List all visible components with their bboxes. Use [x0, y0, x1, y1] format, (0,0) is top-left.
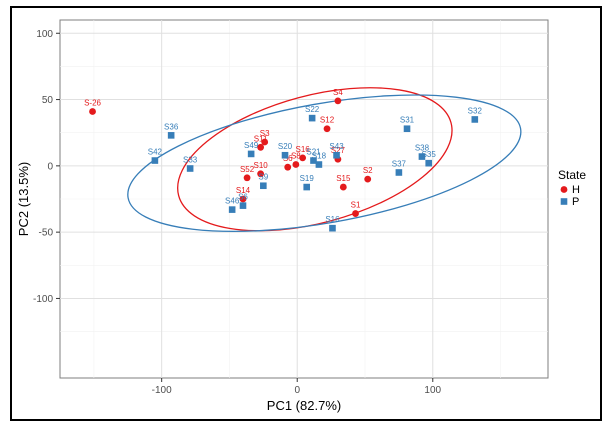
data-point-p	[186, 165, 194, 172]
point-label: S35	[422, 150, 437, 159]
data-point-h	[364, 175, 372, 183]
data-point-p	[303, 183, 311, 191]
data-point-h	[261, 138, 269, 146]
x-axis-title: PC1 (82.7%)	[267, 398, 341, 413]
point-label: S42	[148, 148, 163, 157]
point-label: S21	[306, 148, 321, 157]
point-label: S15	[336, 174, 351, 183]
data-point-p	[315, 161, 323, 168]
data-point-h	[257, 170, 265, 178]
legend-label-p: P	[572, 196, 579, 208]
point-label: S16	[296, 145, 311, 154]
legend-marker-p	[560, 198, 568, 205]
data-point-h	[257, 143, 265, 151]
data-point-h	[239, 195, 247, 203]
data-point-p	[471, 116, 479, 123]
data-point-h	[292, 161, 300, 168]
point-label: S19	[300, 174, 315, 183]
point-label: S43	[329, 142, 344, 151]
point-label: S52	[240, 165, 255, 174]
point-label: S11	[254, 134, 268, 143]
data-point-h	[243, 174, 251, 182]
data-point-h	[334, 97, 342, 105]
x-tick-label: 100	[424, 385, 441, 396]
y-tick-label: 100	[36, 29, 53, 40]
data-point-p	[395, 169, 403, 176]
data-point-p	[333, 151, 340, 159]
legend-marker-h	[560, 186, 568, 193]
point-label: S18	[312, 152, 327, 161]
confidence-ellipse-h	[177, 87, 453, 232]
data-point-p	[310, 157, 317, 164]
x-tick-label: -100	[152, 385, 172, 396]
point-label: S1	[351, 201, 361, 210]
point-label: S31	[400, 116, 415, 125]
point-label: S4	[333, 88, 343, 97]
point-label: S46	[225, 197, 240, 206]
point-label: S9	[258, 173, 268, 182]
y-tick-label: -50	[39, 228, 54, 239]
data-point-p	[418, 153, 426, 160]
data-point-h	[352, 210, 359, 217]
point-label: S22	[305, 105, 320, 114]
point-label: S6	[283, 154, 293, 163]
point-label: S33	[183, 156, 198, 165]
data-point-p	[151, 157, 159, 164]
data-point-p	[403, 125, 411, 133]
point-label: S37	[392, 159, 407, 168]
data-point-p	[308, 114, 316, 122]
point-label: S14	[236, 186, 251, 195]
data-point-h	[284, 163, 292, 171]
y-tick-label: -100	[33, 294, 53, 305]
point-label: S12	[320, 116, 335, 125]
data-point-p	[281, 151, 289, 159]
y-tick-label: 50	[42, 95, 54, 106]
y-tick-label: 0	[47, 161, 53, 172]
confidence-ellipse-p	[127, 94, 522, 233]
data-point-p	[329, 224, 336, 232]
data-point-p	[247, 150, 255, 158]
point-label: S36	[164, 122, 179, 131]
point-label: S16	[325, 215, 340, 224]
data-point-h	[323, 125, 331, 133]
data-point-h	[339, 183, 347, 191]
data-point-h	[299, 154, 307, 162]
point-label: S8	[291, 152, 301, 161]
point-label: S32	[468, 106, 483, 115]
legend-label-h: H	[572, 184, 580, 196]
data-point-p	[425, 159, 433, 167]
data-point-p	[228, 206, 236, 213]
point-label: S3	[260, 129, 270, 138]
point-label: S6	[238, 193, 248, 202]
data-point-p	[239, 202, 247, 209]
legend-title: State	[558, 168, 586, 182]
x-tick-label: 0	[294, 385, 300, 396]
point-label: S-26	[84, 98, 101, 107]
point-label: S49	[244, 141, 259, 150]
data-point-h	[89, 108, 96, 115]
point-label: S2	[363, 166, 373, 175]
data-point-p	[260, 182, 267, 190]
point-label: S20	[278, 142, 293, 151]
point-label: S10	[254, 161, 269, 170]
point-label: S27	[331, 146, 346, 155]
y-axis-title: PC2 (13.5%)	[16, 162, 31, 236]
point-label: S38	[415, 144, 430, 153]
data-point-p	[167, 132, 175, 139]
